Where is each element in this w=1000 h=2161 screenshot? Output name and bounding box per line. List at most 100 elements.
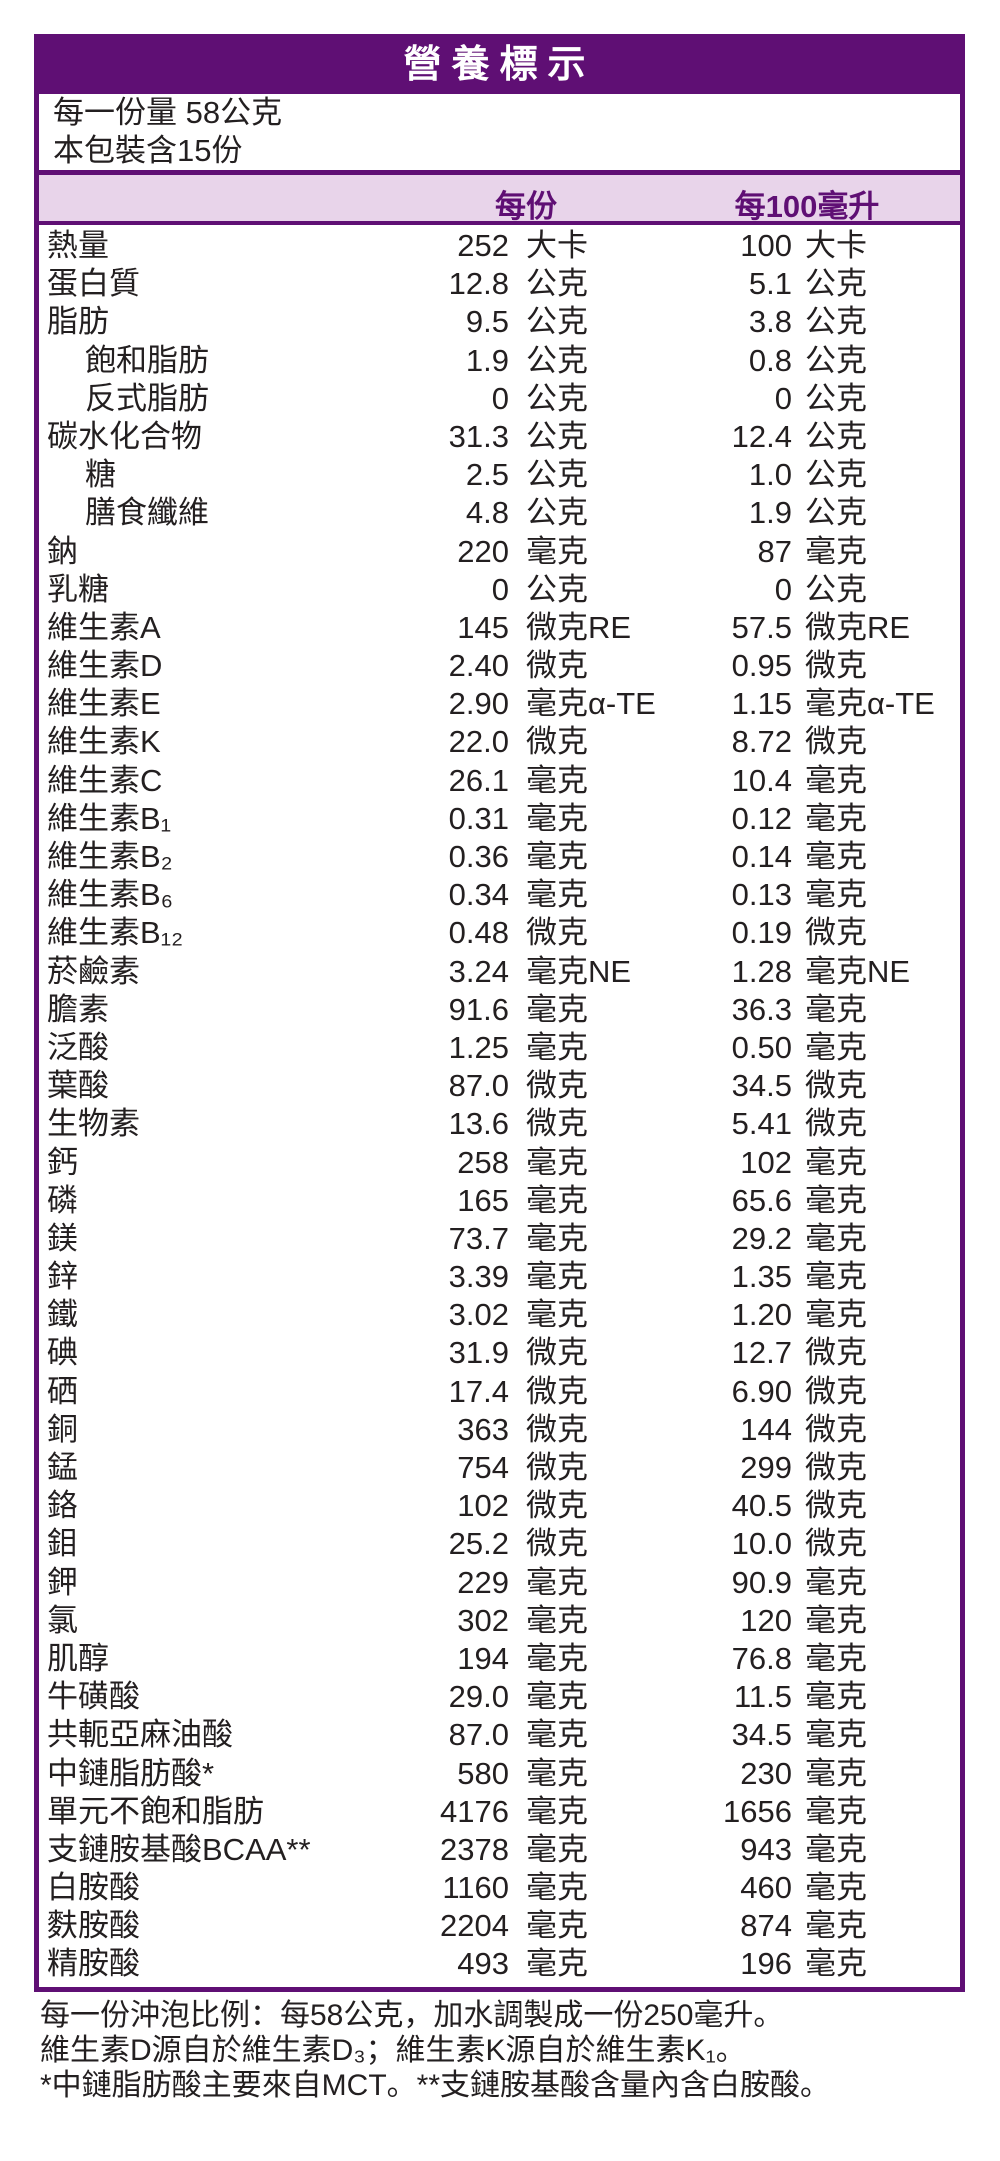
table-row: 碘 31.9 微克 12.7 微克 bbox=[39, 1334, 960, 1372]
per-100ml-value: 460 bbox=[740, 1870, 792, 1906]
per-serving-value: 29.0 bbox=[448, 1679, 509, 1715]
per-serving-unit: 毫克 bbox=[526, 1259, 588, 1295]
per-100ml-value: 12.4 bbox=[731, 418, 792, 454]
per-serving-value: 13.6 bbox=[448, 1106, 509, 1142]
per-serving-value: 3.39 bbox=[448, 1259, 509, 1295]
per-serving-unit: 毫克 bbox=[526, 1946, 588, 1982]
per-100ml-unit: 毫克 bbox=[805, 1297, 867, 1333]
nutrient-label: 鈉 bbox=[47, 533, 78, 569]
per-100ml-value: 90.9 bbox=[731, 1564, 792, 1600]
nutrient-label: 鉀 bbox=[47, 1564, 78, 1600]
per-100ml-unit: 公克 bbox=[805, 495, 867, 531]
per-100ml-unit: 微克 bbox=[805, 648, 867, 684]
per-100ml-unit: 毫克 bbox=[805, 1564, 867, 1600]
table-row: 葉酸 87.0 微克 34.5 微克 bbox=[39, 1067, 960, 1105]
per-serving-value: 102 bbox=[457, 1488, 509, 1524]
nutrient-label: 熱量 bbox=[47, 228, 109, 263]
per-serving-value: 2378 bbox=[440, 1831, 509, 1867]
nutrient-label: 碳水化合物 bbox=[47, 418, 202, 454]
per-serving-unit: 公克 bbox=[526, 304, 588, 340]
table-row: 鉻 102 微克 40.5 微克 bbox=[39, 1487, 960, 1525]
table-row: 銅 363 微克 144 微克 bbox=[39, 1411, 960, 1449]
table-row: 肌醇 194 毫克 76.8 毫克 bbox=[39, 1640, 960, 1678]
nutrient-label: 鐵 bbox=[47, 1297, 78, 1333]
per-serving-unit: 微克 bbox=[526, 1106, 588, 1142]
per-100ml-value: 65.6 bbox=[731, 1182, 792, 1218]
per-100ml-unit: 毫克 bbox=[805, 1029, 867, 1065]
per-serving-unit: 毫克 bbox=[526, 1029, 588, 1065]
per-serving-unit: 毫克NE bbox=[526, 953, 632, 989]
per-100ml-value: 0.12 bbox=[731, 800, 792, 836]
per-serving-unit: 毫克 bbox=[526, 1182, 588, 1218]
table-row: 維生素B₂ 0.36 毫克 0.14 毫克 bbox=[39, 838, 960, 876]
per-serving-unit: 毫克 bbox=[526, 1870, 588, 1906]
per-100ml-value: 1.15 bbox=[731, 686, 792, 722]
footnote: 每一份沖泡比例：每58公克，加水調製成一份250毫升。 bbox=[40, 1999, 784, 2032]
per-serving-value: 0 bbox=[491, 571, 509, 607]
table-row: 支鏈胺基酸BCAA** 2378 毫克 943 毫克 bbox=[39, 1831, 960, 1869]
per-100ml-value: 0.19 bbox=[731, 915, 792, 951]
per-100ml-unit: 毫克 bbox=[805, 839, 867, 874]
per-100ml-value: 0.13 bbox=[731, 877, 792, 913]
per-serving-value: 229 bbox=[457, 1564, 509, 1600]
per-serving-unit: 微克 bbox=[526, 1335, 588, 1371]
per-serving-unit: 公克 bbox=[526, 457, 588, 493]
table-row: 白胺酸 1160 毫克 460 毫克 bbox=[39, 1869, 960, 1907]
table-row: 熱量 252 大卡 100 大卡 bbox=[39, 227, 960, 265]
per-serving-value: 2.5 bbox=[465, 457, 509, 493]
per-100ml-unit: 毫克 bbox=[805, 877, 867, 913]
nutrient-label: 生物素 bbox=[47, 1106, 140, 1142]
table-row: 膳食纖維 4.8 公克 1.9 公克 bbox=[39, 494, 960, 532]
per-serving-unit: 毫克 bbox=[526, 1220, 588, 1256]
table-row: 鈉 220 毫克 87 毫克 bbox=[39, 533, 960, 571]
table-row: 牛磺酸 29.0 毫克 11.5 毫克 bbox=[39, 1678, 960, 1716]
per-serving-unit: 毫克 bbox=[526, 1602, 588, 1638]
per-100ml-value: 10.0 bbox=[731, 1526, 792, 1562]
per-100ml-value: 1.28 bbox=[731, 953, 792, 989]
per-100ml-value: 0.14 bbox=[731, 839, 792, 874]
per-serving-unit: 微克RE bbox=[526, 609, 632, 645]
table-row: 硒 17.4 微克 6.90 微克 bbox=[39, 1373, 960, 1411]
table-row: 麩胺酸 2204 毫克 874 毫克 bbox=[39, 1907, 960, 1945]
nutrient-label: 白胺酸 bbox=[47, 1870, 140, 1906]
per-serving-value: 165 bbox=[457, 1182, 509, 1218]
per-100ml-value: 40.5 bbox=[731, 1488, 792, 1524]
nutrient-label: 維生素E bbox=[47, 686, 161, 722]
nutrient-label: 共軛亞麻油酸 bbox=[47, 1717, 233, 1753]
nutrient-label: 硒 bbox=[47, 1373, 78, 1409]
per-100ml-value: 57.5 bbox=[731, 609, 792, 645]
per-serving-value: 580 bbox=[457, 1755, 509, 1791]
per-100ml-value: 76.8 bbox=[731, 1640, 792, 1676]
nutrient-label: 麩胺酸 bbox=[47, 1908, 140, 1944]
nutrient-label: 膽素 bbox=[47, 991, 109, 1027]
per-100ml-unit: 毫克α-TE bbox=[805, 686, 935, 722]
per-100ml-value: 943 bbox=[740, 1831, 792, 1867]
per-100ml-unit: 微克RE bbox=[805, 609, 911, 645]
per-100ml-unit: 毫克 bbox=[805, 1870, 867, 1906]
per-100ml-unit: 微克 bbox=[805, 724, 867, 760]
per-100ml-value: 34.5 bbox=[731, 1717, 792, 1753]
per-100ml-unit: 毫克 bbox=[805, 1182, 867, 1218]
per-serving-unit: 公克 bbox=[526, 342, 588, 378]
per-serving-unit: 毫克 bbox=[526, 1564, 588, 1600]
per-100ml-value: 0.95 bbox=[731, 648, 792, 684]
table-row: 脂肪 9.5 公克 3.8 公克 bbox=[39, 303, 960, 341]
table-row: 單元不飽和脂肪 4176 毫克 1656 毫克 bbox=[39, 1793, 960, 1831]
serving-info: 每一份量 58公克 本包裝含15份 bbox=[39, 91, 960, 175]
per-100ml-value: 10.4 bbox=[731, 762, 792, 798]
per-serving-value: 2204 bbox=[440, 1908, 509, 1944]
per-serving-value: 0 bbox=[491, 380, 509, 416]
per-serving-value: 1.9 bbox=[465, 342, 509, 378]
nutrient-label: 錳 bbox=[47, 1450, 78, 1485]
per-serving-value: 87.0 bbox=[448, 1068, 509, 1104]
per-serving-unit: 毫克 bbox=[526, 800, 588, 836]
table-row: 氯 302 毫克 120 毫克 bbox=[39, 1602, 960, 1640]
per-100ml-unit: 毫克 bbox=[805, 1679, 867, 1715]
per-100ml-unit: 微克 bbox=[805, 1450, 867, 1485]
per-serving-value: 145 bbox=[457, 609, 509, 645]
table-row: 錳 754 微克 299 微克 bbox=[39, 1449, 960, 1487]
per-serving-unit: 公克 bbox=[526, 571, 588, 607]
table-row: 飽和脂肪 1.9 公克 0.8 公克 bbox=[39, 342, 960, 380]
per-serving-value: 25.2 bbox=[448, 1526, 509, 1562]
per-100ml-value: 102 bbox=[740, 1144, 792, 1180]
